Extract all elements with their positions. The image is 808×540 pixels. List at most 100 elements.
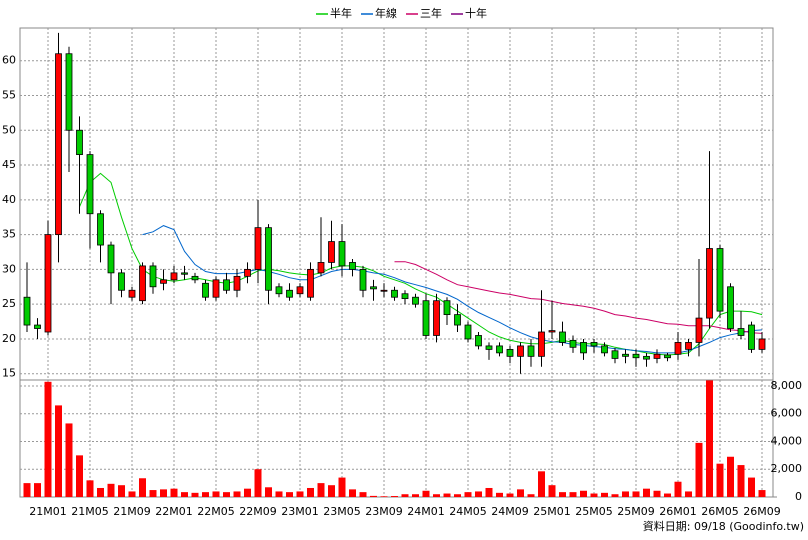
candle-body (307, 268, 314, 298)
candle-body (412, 296, 419, 305)
volume-bar (622, 491, 629, 497)
volume-bar (86, 480, 94, 497)
x-tick-label: 22M09 (239, 505, 277, 518)
volume-bar (506, 493, 514, 497)
y-tick-label: 20 (2, 332, 16, 345)
y2-tick-label: 6,000 (771, 407, 803, 420)
candle-body (380, 289, 388, 292)
candle-body (664, 354, 671, 359)
volume-bar (559, 492, 566, 497)
candle-body (181, 272, 188, 275)
candle-body (55, 53, 62, 236)
volume-bar (317, 483, 325, 497)
x-tick-label: 21M09 (113, 505, 151, 518)
candle-body (527, 345, 535, 357)
y-tick-label: 45 (2, 158, 16, 171)
volume-bar (548, 485, 556, 497)
volume-bar (527, 494, 535, 497)
candle-body (443, 300, 451, 316)
candle-body (139, 265, 146, 302)
volume-bar (685, 491, 692, 497)
volume-bar (286, 492, 293, 497)
candle-body (265, 227, 272, 291)
volume-bar (496, 492, 503, 497)
candle-body (128, 289, 136, 298)
y-tick-label: 55 (2, 88, 16, 101)
candle-body (475, 335, 482, 347)
volume-bar (706, 380, 713, 497)
candle-body (23, 296, 31, 326)
candle-body (223, 279, 230, 291)
legend-label: 十年 (465, 6, 487, 20)
candle-body (601, 345, 608, 354)
candle-body (506, 348, 514, 357)
candle-body (727, 286, 734, 329)
candle-body (370, 286, 377, 290)
volume-bar (370, 495, 377, 497)
volume-bar (223, 492, 230, 497)
y2-tick-label: 2,000 (771, 462, 803, 475)
candle-body (433, 300, 440, 336)
volume-bar (569, 492, 577, 497)
candle-body (170, 272, 178, 281)
candle-body (643, 355, 650, 360)
candle-body (685, 342, 692, 350)
volume-bar (590, 493, 598, 497)
volume-bar (97, 487, 104, 497)
volume-bar (454, 494, 461, 497)
volume-bar (23, 483, 31, 497)
y-tick-label: 35 (2, 228, 16, 241)
candle-body (401, 293, 409, 300)
volume-bar (212, 491, 220, 497)
volume-bar (181, 492, 188, 497)
volume-bar (664, 493, 671, 497)
legend-label: 年線 (375, 6, 397, 20)
y-tick-label: 60 (2, 54, 16, 67)
volume-bar (65, 423, 73, 497)
x-tick-label: 26M01 (659, 505, 697, 518)
volume-bar (328, 485, 335, 497)
volume-bar (391, 496, 398, 497)
y2-tick-label: 8,000 (771, 379, 803, 392)
candle-body (149, 265, 157, 288)
candle-body (496, 345, 503, 354)
candle-body (86, 154, 94, 215)
x-tick-label: 25M05 (575, 505, 613, 518)
volume-bar (517, 489, 524, 497)
candle-body (107, 244, 115, 274)
candle-body (716, 248, 724, 312)
candle-body (191, 275, 199, 281)
candle-body (244, 268, 251, 277)
volume-bar (265, 487, 272, 497)
candle-body (517, 345, 524, 357)
x-tick-label: 23M09 (365, 505, 403, 518)
candle-body (538, 331, 545, 357)
candle-body (706, 248, 713, 319)
candle-body (76, 129, 83, 156)
y-tick-label: 15 (2, 367, 16, 380)
candle-body (622, 353, 629, 357)
volume-bar (139, 478, 146, 497)
volume-bar (643, 488, 650, 497)
volume-bar (160, 489, 167, 497)
volume-bar (748, 477, 755, 497)
volume-bar (433, 494, 440, 497)
candle-body (202, 282, 209, 298)
candle-body (65, 53, 73, 131)
volume-bar (485, 487, 493, 497)
volume-bar (307, 487, 314, 497)
volume-bar (34, 483, 41, 497)
candle-body (296, 286, 304, 295)
candle-body (254, 227, 262, 270)
x-tick-label: 26M05 (701, 505, 739, 518)
volume-bar (401, 494, 409, 497)
candle-body (328, 241, 335, 263)
volume-bar (716, 463, 724, 497)
candle-body (97, 213, 104, 246)
volume-bar (412, 494, 419, 497)
volume-bar (580, 490, 587, 497)
candle-body (317, 262, 325, 274)
candle-body (464, 324, 472, 340)
volume-bar (422, 490, 430, 497)
